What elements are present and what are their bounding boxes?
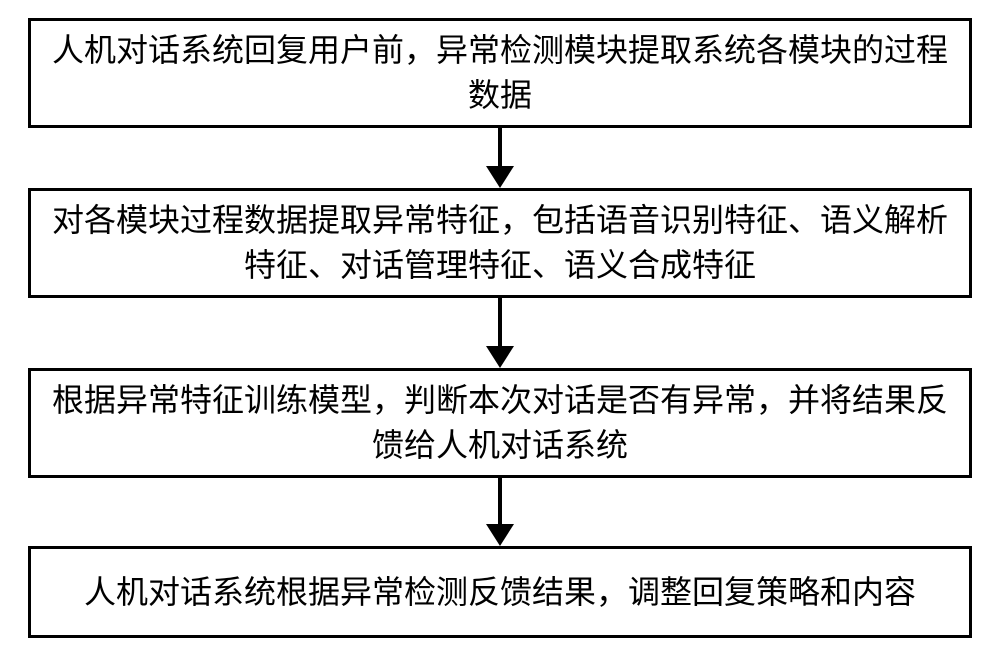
- flow-arrow-1: [486, 128, 514, 188]
- flow-step-4: 人机对话系统根据异常检测反馈结果，调整回复策略和内容: [28, 546, 972, 638]
- arrow-head-icon: [486, 166, 514, 188]
- flow-step-4-text: 人机对话系统根据异常检测反馈结果，调整回复策略和内容: [84, 570, 916, 615]
- arrow-head-icon: [486, 524, 514, 546]
- flow-step-2-text: 对各模块过程数据提取异常特征，包括语音识别特征、语义解析特征、对话管理特征、语义…: [45, 198, 955, 288]
- flow-step-2: 对各模块过程数据提取异常特征，包括语音识别特征、语义解析特征、对话管理特征、语义…: [28, 188, 972, 298]
- flow-step-3: 根据异常特征训练模型，判断本次对话是否有异常，并将结果反馈给人机对话系统: [28, 368, 972, 478]
- flowchart-container: 人机对话系统回复用户前，异常检测模块提取系统各模块的过程数据 对各模块过程数据提…: [0, 0, 1000, 656]
- arrow-head-icon: [486, 346, 514, 368]
- flow-arrow-3: [486, 478, 514, 546]
- flow-step-1-text: 人机对话系统回复用户前，异常检测模块提取系统各模块的过程数据: [45, 28, 955, 118]
- flow-arrow-2: [486, 298, 514, 368]
- arrow-line-icon: [498, 478, 502, 524]
- arrow-line-icon: [498, 128, 502, 166]
- flow-step-1: 人机对话系统回复用户前，异常检测模块提取系统各模块的过程数据: [28, 18, 972, 128]
- flow-step-3-text: 根据异常特征训练模型，判断本次对话是否有异常，并将结果反馈给人机对话系统: [45, 378, 955, 468]
- arrow-line-icon: [498, 298, 502, 346]
